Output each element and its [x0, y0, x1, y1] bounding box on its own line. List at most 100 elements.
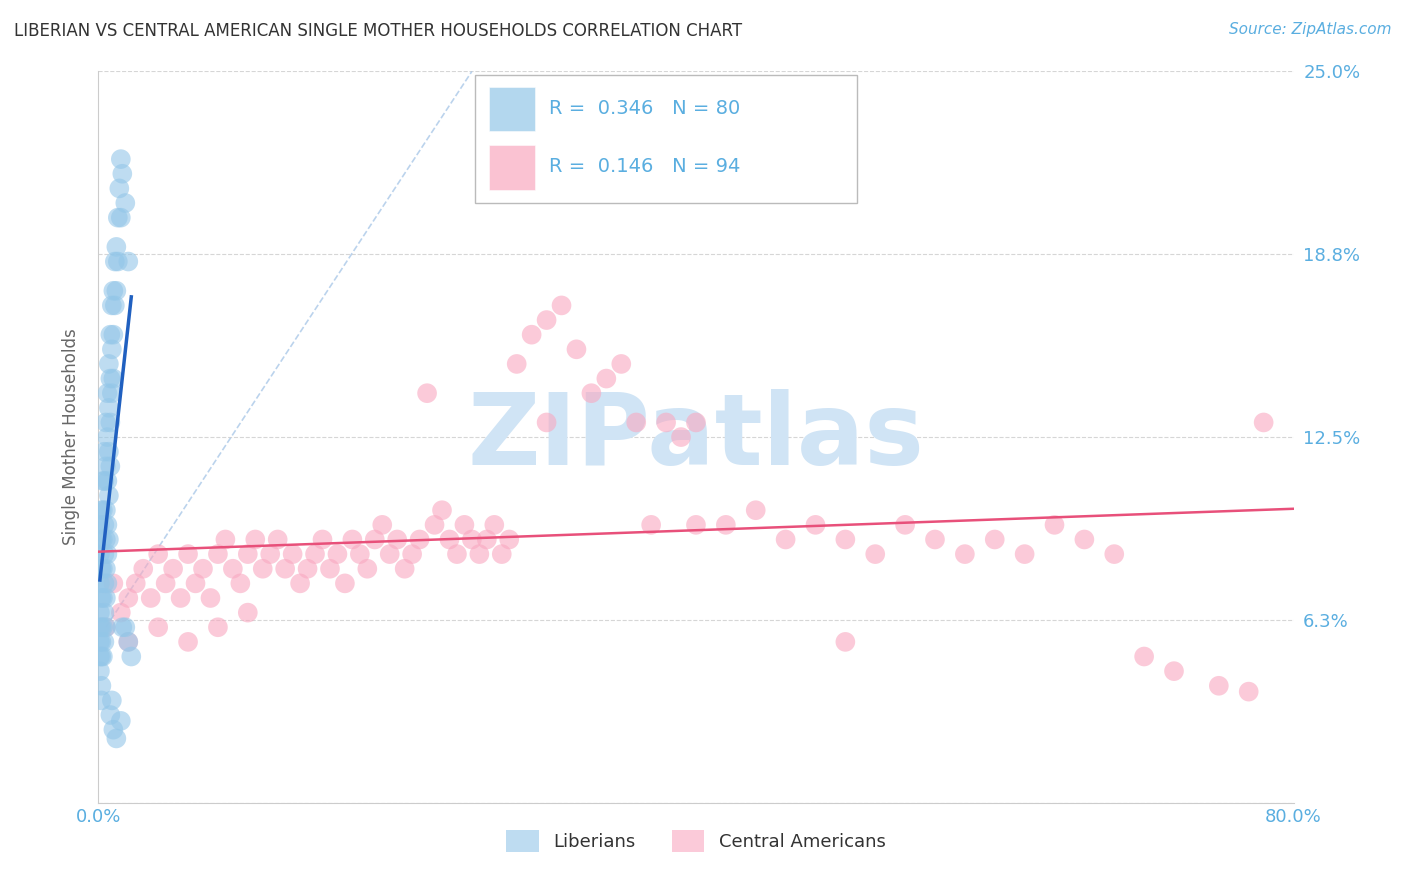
Point: [1237, 684, 1260, 698]
Point: [101, 693, 124, 707]
Point: [110, 714, 132, 728]
Point: [169, 591, 191, 605]
Point: [110, 606, 132, 620]
Point: [536, 313, 558, 327]
Point: [506, 357, 529, 371]
Point: [93, 576, 115, 591]
Point: [834, 533, 856, 547]
Point: [103, 327, 125, 342]
Point: [103, 723, 125, 737]
Point: [1208, 679, 1230, 693]
Point: [91, 649, 114, 664]
Point: [364, 533, 387, 547]
Point: [89, 620, 111, 634]
Point: [416, 386, 439, 401]
Point: [96, 517, 118, 532]
Point: [401, 547, 423, 561]
Point: [536, 416, 558, 430]
Point: [1253, 416, 1275, 430]
Point: [94, 533, 117, 547]
Point: [103, 576, 125, 591]
Point: [775, 533, 797, 547]
Point: [640, 517, 662, 532]
Point: [90, 503, 112, 517]
Point: [714, 517, 737, 532]
Point: [498, 533, 520, 547]
Point: [245, 533, 267, 547]
Point: [319, 562, 342, 576]
Point: [98, 327, 122, 342]
Point: [111, 167, 134, 181]
Point: [114, 196, 136, 211]
Point: [177, 547, 200, 561]
Point: [184, 576, 207, 591]
Point: [288, 576, 311, 591]
Point: [1073, 533, 1095, 547]
Point: [550, 298, 572, 312]
Point: [191, 562, 214, 576]
Point: [745, 503, 768, 517]
Point: [125, 576, 148, 591]
Point: [669, 430, 692, 444]
Point: [89, 547, 111, 561]
Point: [97, 444, 120, 458]
Point: [349, 547, 371, 561]
Point: [117, 635, 139, 649]
Point: [311, 533, 333, 547]
Point: [97, 489, 120, 503]
Point: [89, 635, 111, 649]
Bar: [489, 145, 534, 190]
Point: [94, 591, 117, 605]
Text: Source: ZipAtlas.com: Source: ZipAtlas.com: [1229, 22, 1392, 37]
Point: [520, 327, 543, 342]
Point: [97, 533, 120, 547]
Text: R =  0.146   N = 94: R = 0.146 N = 94: [548, 157, 741, 176]
Point: [89, 606, 111, 620]
Point: [804, 517, 827, 532]
Point: [139, 591, 162, 605]
Point: [207, 620, 229, 634]
Point: [581, 386, 603, 401]
Point: [94, 620, 117, 634]
Point: [953, 547, 976, 561]
Point: [89, 517, 111, 532]
Point: [342, 533, 364, 547]
Point: [101, 298, 124, 312]
Point: [90, 620, 112, 634]
Point: [104, 298, 127, 312]
Point: [281, 547, 304, 561]
Point: [97, 357, 120, 371]
Point: [93, 444, 115, 458]
Point: [107, 254, 129, 268]
Point: [491, 547, 513, 561]
Point: [98, 708, 122, 723]
Point: [378, 547, 401, 561]
Point: [98, 416, 122, 430]
Point: [110, 152, 132, 166]
Point: [274, 562, 297, 576]
Point: [475, 533, 498, 547]
Point: [610, 357, 633, 371]
Point: [94, 503, 117, 517]
Point: [326, 547, 349, 561]
Point: [120, 649, 142, 664]
Point: [461, 533, 484, 547]
Point: [117, 591, 139, 605]
Point: [89, 576, 111, 591]
Point: [626, 416, 648, 430]
Point: [200, 591, 222, 605]
Point: [107, 211, 129, 225]
FancyBboxPatch shape: [475, 75, 858, 203]
Point: [90, 562, 112, 576]
Point: [90, 635, 112, 649]
Point: [94, 562, 117, 576]
Point: [91, 503, 114, 517]
Point: [90, 649, 112, 664]
Point: [96, 386, 118, 401]
Point: [1104, 547, 1126, 561]
Point: [484, 517, 506, 532]
Point: [304, 547, 326, 561]
Point: [105, 731, 128, 746]
Point: [94, 459, 117, 474]
Point: [90, 533, 112, 547]
